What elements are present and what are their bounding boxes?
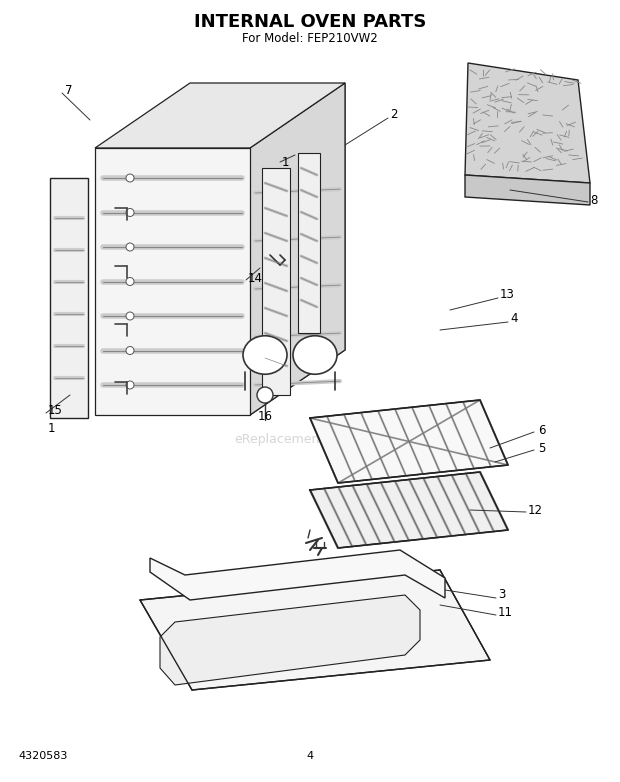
Text: 14: 14 xyxy=(248,271,263,285)
Circle shape xyxy=(126,174,134,182)
Circle shape xyxy=(126,346,134,354)
Text: 8: 8 xyxy=(590,193,598,206)
Circle shape xyxy=(126,243,134,251)
Ellipse shape xyxy=(293,335,337,375)
Text: 4320583: 4320583 xyxy=(18,751,68,761)
Circle shape xyxy=(126,278,134,285)
Circle shape xyxy=(126,312,134,320)
Text: 4: 4 xyxy=(306,751,314,761)
Text: 13: 13 xyxy=(500,289,515,302)
Polygon shape xyxy=(150,550,445,600)
Polygon shape xyxy=(250,83,345,415)
Text: 4: 4 xyxy=(510,311,518,325)
Text: eReplacementParts.com: eReplacementParts.com xyxy=(234,433,386,447)
Polygon shape xyxy=(465,63,590,183)
Polygon shape xyxy=(95,83,345,148)
Text: 6: 6 xyxy=(538,424,546,436)
Circle shape xyxy=(126,381,134,389)
Text: 1: 1 xyxy=(48,421,56,435)
Polygon shape xyxy=(160,595,420,685)
Polygon shape xyxy=(310,400,508,483)
Text: 2: 2 xyxy=(390,109,397,121)
Text: 12: 12 xyxy=(528,504,543,516)
Text: 7: 7 xyxy=(65,84,73,96)
Polygon shape xyxy=(465,175,590,205)
Text: 11: 11 xyxy=(498,605,513,619)
Polygon shape xyxy=(95,148,250,415)
Text: 1: 1 xyxy=(282,156,290,168)
Polygon shape xyxy=(262,168,290,395)
Polygon shape xyxy=(50,178,88,418)
Circle shape xyxy=(257,387,273,403)
Ellipse shape xyxy=(243,335,287,375)
Polygon shape xyxy=(310,472,508,548)
Polygon shape xyxy=(298,153,320,333)
Polygon shape xyxy=(140,570,490,690)
Text: 15: 15 xyxy=(48,404,63,417)
Text: 3: 3 xyxy=(498,589,505,601)
Text: 16: 16 xyxy=(258,410,273,422)
Text: For Model: FEP210VW2: For Model: FEP210VW2 xyxy=(242,31,378,45)
Polygon shape xyxy=(250,83,345,415)
Text: 5: 5 xyxy=(538,442,546,454)
Circle shape xyxy=(126,209,134,217)
Text: INTERNAL OVEN PARTS: INTERNAL OVEN PARTS xyxy=(194,13,426,31)
